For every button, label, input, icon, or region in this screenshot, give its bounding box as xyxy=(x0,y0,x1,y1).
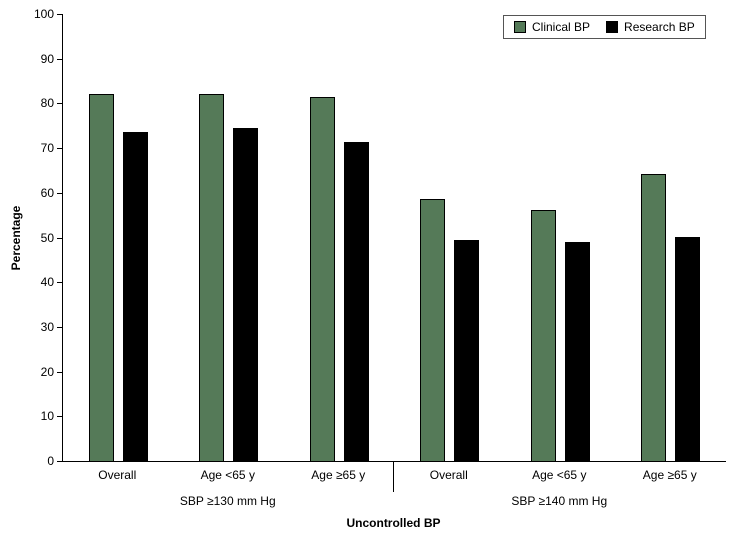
category-labels-row: Overall Age <65 y Age ≥65 y Overall Age <65 … xyxy=(62,468,725,482)
y-tick-mark xyxy=(57,416,63,418)
category-slot xyxy=(284,14,395,461)
legend-label: Clinical BP xyxy=(532,20,591,34)
y-tick-label: 80 xyxy=(40,96,54,111)
y-tick-label: 40 xyxy=(40,275,54,290)
group-label: SBP ≥140 mm Hg xyxy=(511,494,608,508)
y-tick-mark xyxy=(57,371,63,373)
category-slot xyxy=(63,14,174,461)
y-tick-mark xyxy=(57,461,63,462)
y-tick-label: 70 xyxy=(40,141,54,156)
bars-container xyxy=(63,14,726,461)
y-tick-mark xyxy=(57,326,63,328)
group-separator-line xyxy=(393,461,394,492)
x-axis-title: Uncontrolled BP xyxy=(346,516,441,530)
y-tick-mark xyxy=(57,192,63,194)
y-tick-label: 100 xyxy=(33,7,54,21)
category-slot xyxy=(616,14,727,461)
legend-swatch-icon xyxy=(606,21,619,33)
legend-item: Clinical BP xyxy=(514,20,590,34)
y-tick-mark xyxy=(57,282,63,284)
category-slot xyxy=(395,14,506,461)
bar-research-bp xyxy=(343,141,369,461)
bar-clinical-bp xyxy=(641,174,667,461)
y-tick-mark xyxy=(57,237,63,239)
y-tick-label: 60 xyxy=(40,185,54,200)
y-tick-label: 10 xyxy=(40,409,54,424)
y-tick-mark xyxy=(57,103,63,105)
bar-research-bp xyxy=(454,239,480,461)
bar-research-bp xyxy=(675,237,701,461)
category-label: Overall xyxy=(429,468,468,482)
y-tick-label: 90 xyxy=(40,51,54,66)
category-slot xyxy=(174,14,285,461)
bar-research-bp xyxy=(564,241,590,461)
category-label: Overall xyxy=(98,468,137,482)
plot-area: 0 10 20 30 40 50 60 70 80 90 100 xyxy=(34,7,726,468)
legend-swatch-icon xyxy=(514,21,526,33)
y-tick-label: 20 xyxy=(40,364,54,379)
y-tick-label: 30 xyxy=(40,319,54,334)
category-slot xyxy=(505,14,616,461)
category-label: Age ≥65 y xyxy=(642,468,697,482)
category-label: Age ≥65 y xyxy=(311,468,366,482)
bar-clinical-bp xyxy=(420,199,446,461)
y-tick-label: 50 xyxy=(40,230,54,245)
category-label: Age <65 y xyxy=(200,468,255,482)
bar-clinical-bp xyxy=(530,210,556,461)
bar-clinical-bp xyxy=(88,94,114,461)
y-tick-label: 0 xyxy=(47,454,54,468)
legend-label: Research BP xyxy=(624,20,695,34)
group-labels-row: SBP ≥130 mm Hg SBP ≥140 mm Hg xyxy=(62,494,725,508)
y-tick-mark xyxy=(57,58,63,60)
y-tick-mark xyxy=(57,14,63,15)
legend-item: Research BP xyxy=(606,20,695,34)
category-label: Age <65 y xyxy=(532,468,587,482)
y-axis-title: Percentage xyxy=(9,205,23,271)
bar-clinical-bp xyxy=(309,97,335,461)
group-label: SBP ≥130 mm Hg xyxy=(179,494,276,508)
legend: Clinical BP Research BP xyxy=(503,15,706,39)
bar-clinical-bp xyxy=(199,93,225,461)
bar-research-bp xyxy=(122,132,148,461)
y-tick-mark xyxy=(57,148,63,150)
bar-research-bp xyxy=(233,128,259,461)
